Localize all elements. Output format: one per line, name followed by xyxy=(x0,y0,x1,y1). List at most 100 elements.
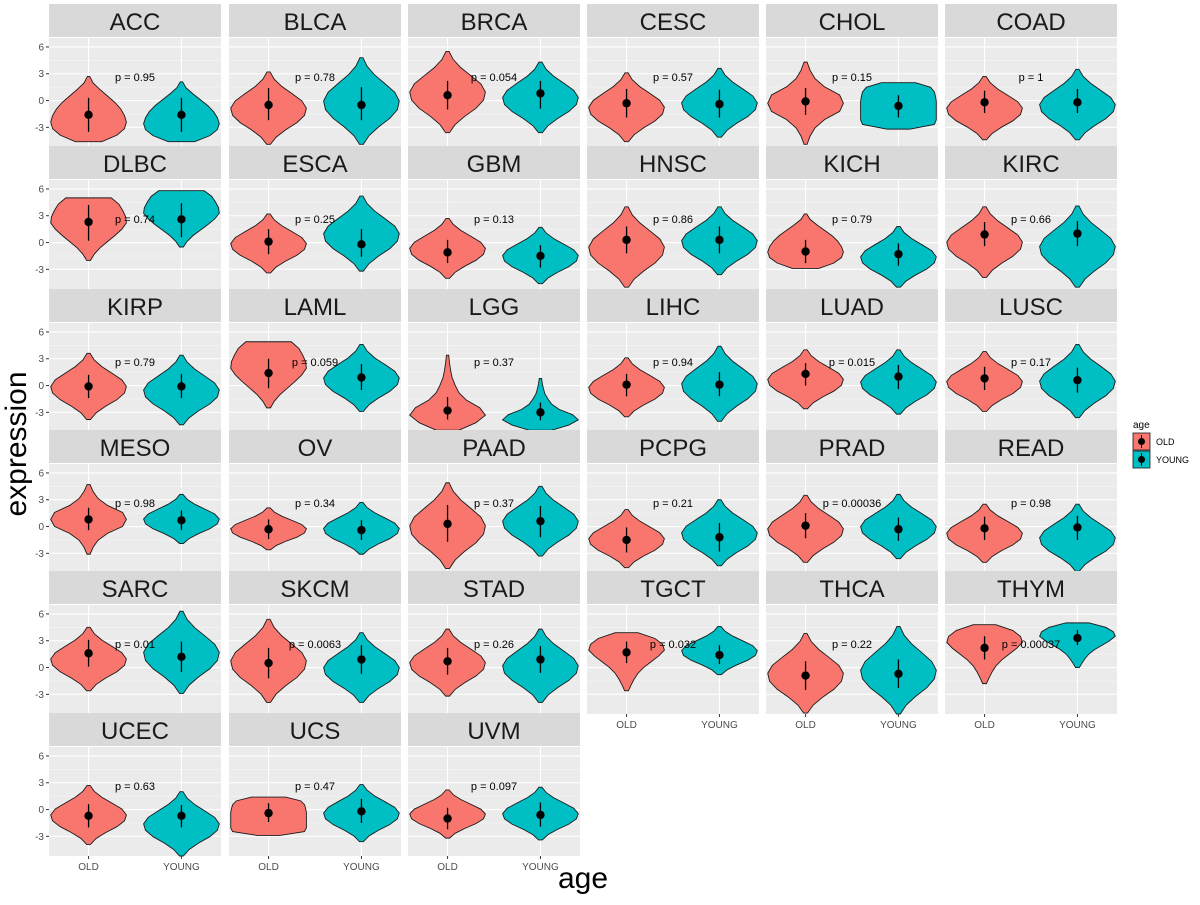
strip-background xyxy=(229,571,401,604)
median-point-young xyxy=(357,525,366,535)
p-value-label: p = 0.95 xyxy=(115,72,155,84)
strip-label: THCA xyxy=(819,576,884,603)
y-tick-label: 6 xyxy=(38,42,44,53)
strip-background xyxy=(408,430,580,463)
p-value-label: p = 0.94 xyxy=(653,357,693,369)
strip-background xyxy=(229,289,401,322)
strip-background xyxy=(229,713,401,746)
p-value-label: p = 0.86 xyxy=(653,214,693,226)
strip-background xyxy=(49,430,221,463)
strip-label: UCS xyxy=(290,718,341,745)
median-point-old xyxy=(801,97,810,106)
strip-label: ACC xyxy=(110,9,161,36)
strip-background xyxy=(945,430,1117,463)
median-point-young xyxy=(536,655,545,664)
median-point-young xyxy=(177,215,186,224)
strip-background xyxy=(766,146,938,179)
p-value-label: p = 0.22 xyxy=(832,639,872,651)
strip-background xyxy=(49,4,221,37)
p-value-label: p = 0.097 xyxy=(471,781,517,793)
y-tick-label: 3 xyxy=(38,211,44,222)
median-point-young xyxy=(357,100,366,110)
median-point-young xyxy=(1073,375,1082,385)
median-point-old xyxy=(84,811,93,820)
median-point-old xyxy=(443,248,452,257)
y-tick-label: -3 xyxy=(35,265,44,276)
y-tick-label: 0 xyxy=(38,381,44,392)
strip-background xyxy=(408,4,580,37)
strip-label: READ xyxy=(998,435,1065,462)
x-tick-label: YOUNG xyxy=(701,720,738,731)
x-tick-label: OLD xyxy=(258,862,279,873)
p-value-label: p = 0.059 xyxy=(292,357,338,369)
y-tick-label: 3 xyxy=(38,495,44,506)
median-point-young xyxy=(177,516,186,525)
x-tick-label: YOUNG xyxy=(1059,720,1096,731)
x-tick-label: YOUNG xyxy=(163,862,200,873)
median-point-young xyxy=(177,811,186,820)
strip-label: LUAD xyxy=(820,294,884,321)
strip-background xyxy=(229,146,401,179)
strip-label: BRCA xyxy=(461,9,528,36)
panel-lusc: LUSC p = 0.17 xyxy=(945,289,1117,432)
y-tick-label: 3 xyxy=(38,778,44,789)
panel-pcpg: PCPG p = 0.21 xyxy=(587,430,759,573)
p-value-label: p = 0.21 xyxy=(653,498,693,510)
x-axis-title: age xyxy=(558,862,608,895)
median-point-old xyxy=(264,525,273,534)
median-point-young xyxy=(357,240,366,249)
strip-background xyxy=(766,571,938,604)
panel-dlbc: DLBC -3 0 3 6 p = 0.74 xyxy=(35,146,221,289)
strip-label: ESCA xyxy=(282,151,347,178)
median-point-old xyxy=(443,519,452,529)
panel-tgct: TGCT p = 0.032 OLD YOUNG xyxy=(587,571,759,731)
strip-background xyxy=(49,146,221,179)
panel-laml: LAML p = 0.059 xyxy=(229,289,401,432)
y-tick-label: 6 xyxy=(38,609,44,620)
panel-luad: LUAD p = 0.015 xyxy=(766,289,938,432)
median-point-old xyxy=(622,535,631,545)
p-value-label: p = 0.25 xyxy=(295,214,335,226)
panel-lgg: LGG p = 0.37 xyxy=(408,289,580,432)
x-tick-label: OLD xyxy=(437,862,458,873)
p-value-label: p = 0.79 xyxy=(832,214,872,226)
p-value-label: p = 0.98 xyxy=(1011,498,1051,510)
panel-ov: OV p = 0.34 xyxy=(229,430,401,573)
panel-coad: COAD p = 1 xyxy=(945,4,1117,147)
median-point-old xyxy=(264,237,273,246)
median-point-young xyxy=(1073,229,1082,238)
median-point-old xyxy=(980,374,989,383)
panel-kirp: KIRP -3 0 3 6 p = 0.79 xyxy=(35,289,221,432)
y-tick-label: -3 xyxy=(35,408,44,419)
median-point-old xyxy=(622,235,631,245)
median-point-young xyxy=(536,251,545,261)
median-point-old xyxy=(622,380,631,389)
strip-label: TGCT xyxy=(640,576,706,603)
panel-chol: CHOL p = 0.15 xyxy=(766,4,938,147)
y-tick-label: -3 xyxy=(35,690,44,701)
p-value-label: p = 0.015 xyxy=(829,357,875,369)
panel-read: READ p = 0.98 xyxy=(945,430,1117,573)
panel-lihc: LIHC p = 0.94 xyxy=(587,289,759,432)
strip-label: KIRP xyxy=(107,294,163,321)
median-point-young xyxy=(1073,98,1082,107)
median-point-young xyxy=(177,110,186,120)
median-point-old xyxy=(801,521,810,530)
strip-label: CHOL xyxy=(819,9,886,36)
median-point-old xyxy=(443,90,452,100)
p-value-label: p = 0.66 xyxy=(1011,214,1051,226)
panel-paad: PAAD p = 0.37 xyxy=(408,430,580,573)
y-tick-label: 0 xyxy=(38,96,44,107)
x-tick-label: OLD xyxy=(974,720,995,731)
legend-key-point xyxy=(1138,456,1145,463)
median-point-young xyxy=(894,372,903,381)
y-axis-title: expression xyxy=(0,371,33,516)
strip-label: HNSC xyxy=(639,151,707,178)
x-tick-label: OLD xyxy=(616,720,637,731)
p-value-label: p = 0.032 xyxy=(650,639,696,651)
median-point-young xyxy=(357,807,366,816)
panel-blca: BLCA p = 0.78 xyxy=(229,4,401,147)
median-point-young xyxy=(1073,633,1082,643)
y-tick-label: -3 xyxy=(35,123,44,134)
